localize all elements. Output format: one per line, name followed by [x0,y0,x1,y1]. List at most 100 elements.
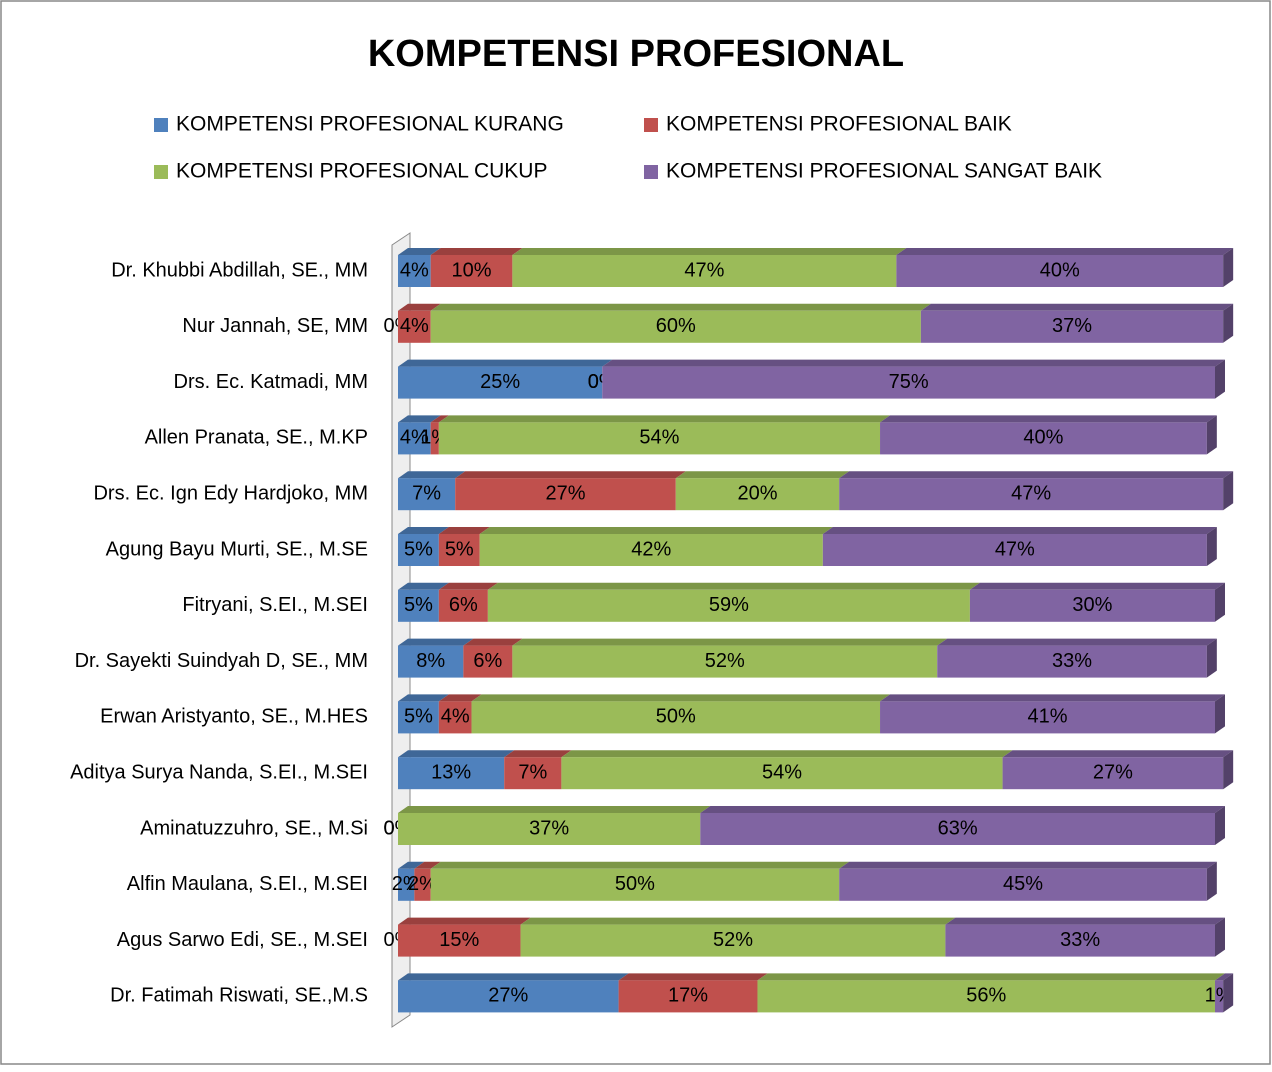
category-label: Alfin Maulana, S.EI., M.SEI [127,873,368,895]
bar-top [1215,973,1234,981]
bar-top [700,806,1225,813]
bar-top [438,415,891,423]
bar-segment [757,980,1215,1013]
bar-top [398,861,425,869]
bar-segment [880,701,1215,734]
bar-top [398,750,515,758]
data-label: 27% [545,482,585,504]
bar-segment [398,589,439,622]
bar-top [455,471,686,479]
bar-segment [512,255,897,287]
data-label: 2% [408,873,437,895]
data-label: 5% [404,594,433,616]
data-label: 10% [452,259,492,281]
bar-end [1223,248,1234,287]
data-label: 13% [431,761,471,783]
category-label: Agus Sarwo Edi, SE., M.SEI [117,929,368,951]
legend-swatch [154,165,168,179]
bar-segment [969,589,1215,622]
bar-segment [504,757,562,790]
legend-label: KOMPETENSI PROFESIONAL SANGAT BAIK [666,160,1102,183]
bar-segment [398,757,505,790]
legend-label: KOMPETENSI PROFESIONAL CUKUP [176,160,547,183]
bar-top [398,638,474,646]
bar-top [675,471,850,479]
category-label: Erwan Aristyanto, SE., M.HES [100,706,368,728]
bar-end [1215,582,1225,622]
bar-top [1002,750,1234,758]
bar-end [1206,415,1217,455]
data-label: 4% [400,315,429,337]
bar-segment [438,422,881,455]
bar-end [1206,638,1217,678]
bar-top [839,471,1234,479]
bar-segment [675,478,840,511]
bar-segment [398,701,439,734]
bar-top [512,638,948,646]
data-label: 20% [737,482,777,504]
chart-title: KOMPETENSI PROFESIONAL [368,33,904,75]
category-label: Agung Bayu Murti, SE., M.SE [106,538,368,560]
data-label: 15% [439,929,479,951]
bar-segment [398,924,521,957]
data-label: 27% [488,985,528,1007]
bar-segment [618,980,758,1013]
bar-segment [398,255,431,287]
bar-segment [602,366,1215,399]
data-label: 41% [1027,706,1067,728]
bar-top [512,248,907,255]
axis-wall [391,232,411,1028]
data-label: 2% [392,873,421,895]
data-label: 4% [441,706,470,728]
bar-segment [561,757,1003,790]
legend-label: KOMPETENSI PROFESIONAL BAIK [666,113,1012,136]
bar-top [430,303,931,311]
bar-top [398,806,711,813]
data-label: 47% [995,538,1035,560]
bar-top [398,303,441,311]
bar-end [1206,527,1217,566]
bar-segment [880,422,1207,455]
data-label: 4% [400,427,429,449]
bar-segment [945,924,1215,957]
category-label: Aditya Surya Nanda, S.EI., M.SEI [70,761,368,783]
bar-segment [398,366,603,399]
bar-top [945,917,1225,925]
bar-top [398,527,449,534]
bar-top [969,582,1225,590]
bar-segment [398,534,439,566]
bar-segment [455,478,676,511]
bar-top [398,973,629,981]
bar-top [479,527,833,534]
bar-end [1215,917,1225,957]
data-label: 50% [615,873,655,895]
data-label: 52% [705,650,745,672]
data-label: 4% [400,259,429,281]
bar-segment [430,255,513,287]
bar-top [520,917,956,925]
legend-swatch [644,165,658,179]
bar-segment [471,701,881,734]
bar-segment [398,868,415,901]
bar-segment [398,478,456,511]
category-label: Dr. Sayekti Suindyah D, SE., MM [75,650,368,672]
bar-end [1215,359,1225,399]
bar-segment [438,701,472,734]
category-label: Dr. Fatimah Riswati, SE.,M.S [110,985,368,1007]
data-label: 40% [1040,259,1080,281]
bar-end [1223,303,1234,343]
bar-segment [839,478,1224,511]
data-label: 47% [1011,482,1051,504]
bar-segment [896,255,1224,287]
data-label: 5% [445,538,474,560]
bar-segment [463,645,513,678]
bar-end [1223,973,1234,1013]
bar-segment [398,980,619,1013]
bar-top [487,582,980,590]
category-label: Nur Jannah, SE, MM [182,315,368,337]
bar-top [438,694,482,702]
legend-swatch [154,118,168,132]
data-label: 5% [404,538,433,560]
bar-segment [398,422,431,455]
